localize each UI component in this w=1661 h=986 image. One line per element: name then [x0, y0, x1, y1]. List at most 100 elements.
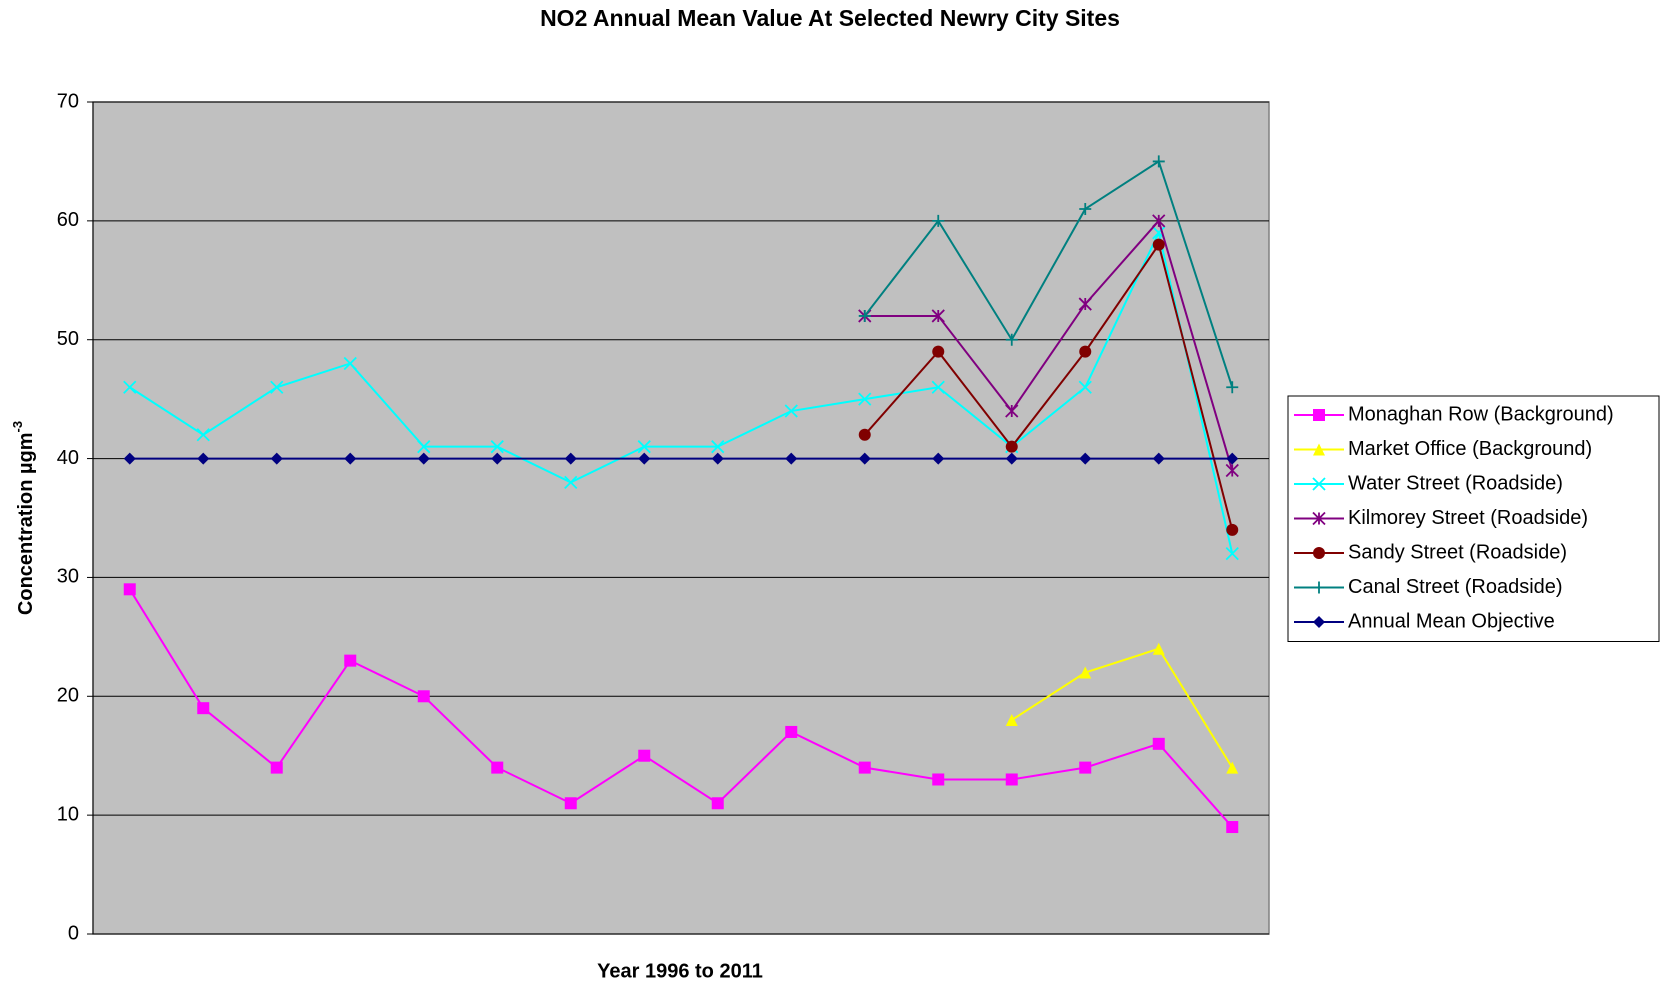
marker [1005, 440, 1018, 453]
marker [270, 761, 283, 774]
marker [1313, 547, 1325, 559]
legend-box [1287, 395, 1660, 642]
marker [417, 440, 431, 454]
marker [858, 392, 872, 406]
marker [1152, 214, 1166, 228]
y-tick-label: 10 [57, 803, 79, 825]
y-tick-label: 20 [57, 685, 79, 707]
marker [1226, 761, 1239, 774]
y-tick-label: 60 [57, 209, 79, 231]
marker [858, 761, 871, 774]
marker [1079, 202, 1092, 215]
marker [417, 690, 430, 703]
series-line [864, 218, 1234, 471]
marker [270, 452, 283, 465]
marker [858, 309, 871, 322]
marker [564, 475, 578, 489]
marker [1312, 511, 1326, 526]
marker [197, 452, 210, 465]
marker [490, 440, 504, 454]
y-axis-label-superscript: -3 [10, 421, 25, 433]
marker [123, 583, 136, 596]
marker [784, 404, 798, 418]
marker [1152, 737, 1165, 750]
marker [1079, 452, 1092, 465]
marker [196, 428, 210, 442]
marker [123, 380, 137, 394]
series-line [129, 229, 1234, 554]
marker [1313, 616, 1325, 628]
marker [1005, 452, 1018, 465]
marker [1152, 155, 1165, 168]
x-axis-label: Year 1996 to 2011 [597, 960, 763, 982]
marker [1079, 761, 1092, 774]
marker [1079, 666, 1092, 679]
marker [711, 797, 724, 810]
marker [931, 380, 945, 394]
marker [491, 761, 504, 774]
marker [1152, 238, 1165, 251]
y-tick-label: 0 [68, 922, 79, 944]
marker [932, 452, 945, 465]
marker [858, 428, 871, 441]
marker [1225, 463, 1239, 478]
marker [1005, 404, 1019, 418]
marker [931, 309, 945, 323]
marker [417, 452, 430, 465]
marker [197, 702, 210, 715]
marker [344, 654, 357, 667]
marker [1312, 477, 1326, 491]
y-tick-label: 30 [57, 566, 79, 588]
marker [344, 452, 357, 465]
series-line [864, 242, 1234, 531]
marker [711, 440, 725, 454]
marker [1225, 547, 1239, 561]
marker [491, 452, 504, 465]
marker [1313, 443, 1325, 456]
marker [932, 773, 945, 786]
marker [932, 345, 945, 358]
legend-label: Annual Mean Objective [1348, 610, 1555, 632]
marker [564, 797, 577, 810]
y-tick-label: 70 [57, 90, 79, 112]
y-tick-label: 40 [57, 447, 79, 469]
series-line [1011, 647, 1234, 769]
marker [1079, 345, 1092, 358]
marker [1226, 821, 1239, 834]
series-line [128, 588, 1233, 828]
marker [858, 452, 871, 465]
marker [1152, 642, 1165, 655]
marker [1078, 380, 1092, 394]
legend-label: Kilmorey Street (Roadside) [1348, 507, 1588, 529]
marker [1226, 523, 1239, 536]
marker [123, 452, 136, 465]
legend-label: Water Street (Roadside) [1348, 472, 1563, 494]
marker [343, 356, 357, 371]
marker [932, 214, 945, 227]
marker [1078, 297, 1092, 311]
marker [711, 452, 724, 465]
marker [1313, 409, 1325, 421]
marker [785, 725, 798, 738]
marker [1005, 333, 1018, 346]
marker [1226, 452, 1239, 465]
marker [1005, 773, 1018, 786]
legend-label: Sandy Street (Roadside) [1348, 541, 1567, 563]
marker [1005, 714, 1018, 727]
marker [1313, 581, 1325, 594]
marker [785, 452, 798, 465]
series-line [863, 159, 1234, 388]
marker [638, 452, 651, 465]
y-axis-label-text: Concentration µgm [15, 432, 37, 615]
marker [1226, 381, 1239, 394]
marker [637, 440, 651, 454]
marker [564, 452, 577, 465]
legend-label: Canal Street (Roadside) [1348, 576, 1563, 598]
marker [638, 749, 651, 762]
y-tick-label: 50 [57, 328, 79, 350]
chart-title: NO2 Annual Mean Value At Selected Newry … [540, 5, 1120, 31]
plot-area [92, 101, 1270, 935]
marker [270, 380, 284, 394]
